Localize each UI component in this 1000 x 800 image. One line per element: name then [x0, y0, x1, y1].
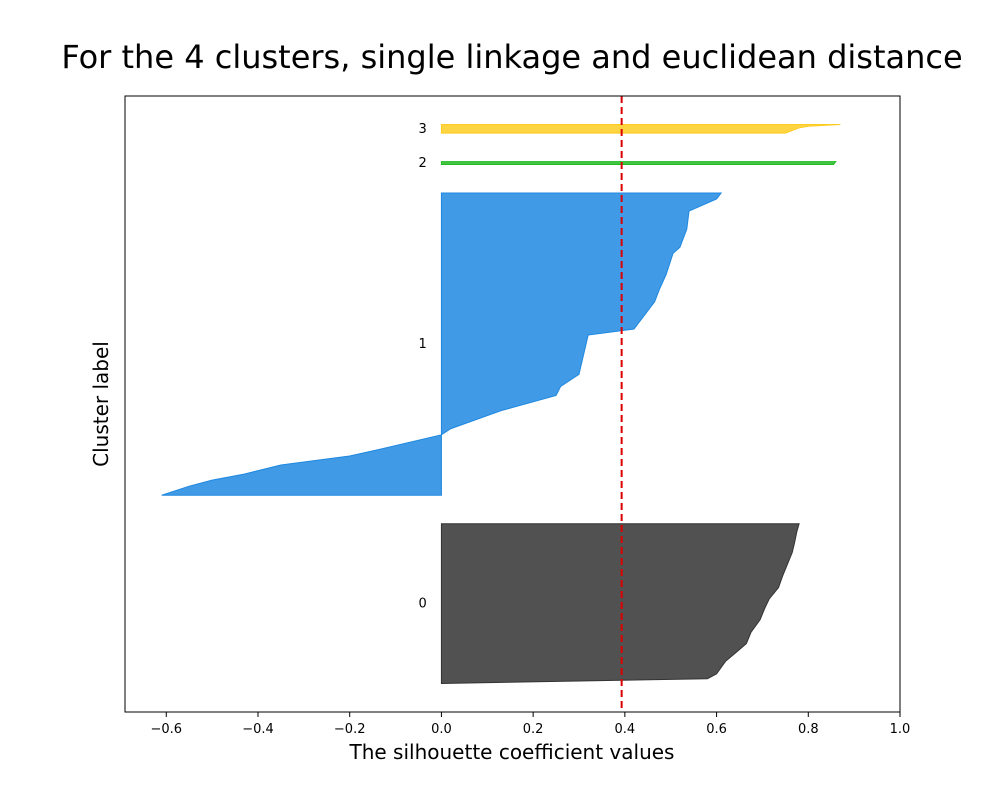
cluster-1-silhouette-area — [161, 192, 723, 496]
chart-title: For the 4 clusters, single linkage and e… — [61, 38, 962, 76]
cluster-label-0: 0 — [418, 597, 426, 612]
x-tick-label: −0.2 — [334, 722, 366, 737]
x-axis-ticks: −0.6 −0.4 −0.2 0.0 0.2 0.4 0.6 0.8 1.0 — [150, 712, 910, 737]
cluster-label-1: 1 — [418, 337, 426, 352]
x-tick-label: 1.0 — [890, 722, 911, 737]
cluster-2-silhouette-area — [440, 161, 837, 165]
x-tick-label: 0.2 — [523, 722, 544, 737]
cluster-label-3: 3 — [418, 122, 426, 137]
plot-area: 0 1 2 3 — [161, 96, 841, 712]
y-axis-label: Cluster label — [89, 341, 113, 467]
plot-frame — [124, 95, 901, 713]
cluster-3-silhouette-area — [440, 124, 841, 134]
x-tick-label: 0.8 — [798, 722, 819, 737]
cluster-label-2: 2 — [418, 156, 426, 171]
x-axis-label: The silhouette coefficient values — [349, 740, 675, 764]
x-tick-label: 0.6 — [706, 722, 727, 737]
x-tick-label: −0.6 — [150, 722, 182, 737]
x-tick-label: −0.4 — [242, 722, 274, 737]
x-tick-label: 0.4 — [615, 722, 636, 737]
cluster-0-silhouette-area — [440, 523, 800, 684]
x-tick-label: 0.0 — [431, 722, 452, 737]
